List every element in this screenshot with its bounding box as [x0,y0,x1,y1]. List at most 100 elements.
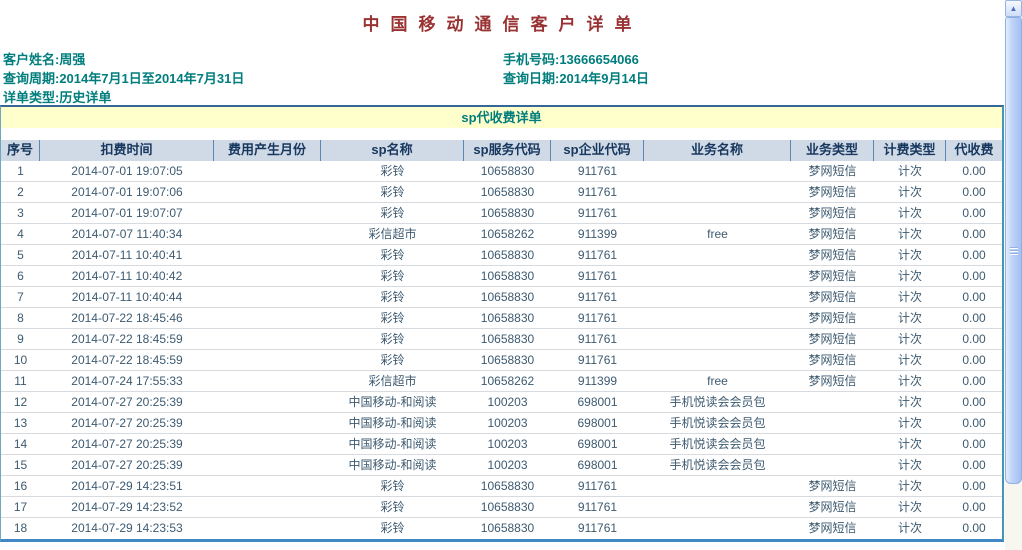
table-row: 7 2014-07-11 10:40:44 彩铃 10658830 911761 梦网短信… [1,287,1002,308]
table-row: 14 2014-07-27 20:25:39 中国移动-和阅读 100203 69800… [1,434,1002,455]
table-cell [214,266,321,286]
table-cell: 计次 [897,395,922,409]
table-cell: 17 [13,500,28,514]
table-body: 1 2014-07-01 19:07:05 彩铃 10658830 911761 梦网短信… [1,161,1002,539]
table-cell [214,392,321,412]
table-cell: 15 [13,458,28,472]
table-cell: 100203 [487,395,528,409]
table-cell [644,182,791,202]
table-cell: 梦网短信 [808,374,857,388]
table-cell: 手机悦读会会员包 [669,416,766,430]
table-cell: 2014-07-11 10:40:44 [71,290,183,304]
table-cell: 10658830 [480,500,535,514]
table-cell: 彩铃 [380,353,405,367]
table-cell [644,266,791,286]
table-cell [214,308,321,328]
page-title: 中国移动通信客户详单 [362,15,643,34]
table-cell: free [707,227,728,241]
column-header: 序号 [1,140,40,161]
query-date: 查询日期:2014年9月14日 [503,71,649,86]
table-cell [214,518,321,539]
table-cell: 0.00 [962,416,986,430]
table-cell: 0.00 [962,353,986,367]
table-cell: 计次 [897,185,922,199]
table-cell [214,413,321,433]
table-cell [214,287,321,307]
table-cell: 2014-07-01 19:07:07 [71,206,183,220]
vertical-scrollbar[interactable]: ▲ [1005,0,1022,550]
table-cell: 10658262 [480,374,535,388]
table-cell [644,308,791,328]
table-cell: 梦网短信 [808,500,857,514]
table-cell [644,161,791,181]
table-cell: 梦网短信 [808,185,857,199]
table-cell: 0.00 [962,332,986,346]
table-cell: 中国移动-和阅读 [348,395,437,409]
table-cell: 彩铃 [380,332,405,346]
table-cell: 梦网短信 [808,248,857,262]
table-cell: 12 [13,395,28,409]
table-row: 16 2014-07-29 14:23:51 彩铃 10658830 911761 梦网短… [1,476,1002,497]
table-cell: 中国移动-和阅读 [348,458,437,472]
table-cell [214,455,321,475]
table-cell: 2014-07-01 19:07:06 [71,185,183,199]
table-cell: 计次 [897,164,922,178]
table-cell: 14 [13,437,28,451]
scrollbar-thumb[interactable] [1005,17,1022,484]
table-cell: 10658830 [480,521,535,535]
column-header: sp服务代码 [464,140,551,161]
table-cell: 2 [17,185,24,199]
table-cell: 2014-07-22 18:45:59 [71,332,183,346]
table-row: 17 2014-07-29 14:23:52 彩铃 10658830 911761 梦网短… [1,497,1002,518]
table-cell: 2014-07-27 20:25:39 [71,395,183,409]
table-cell: 0.00 [962,248,986,262]
table-cell: 彩铃 [380,269,405,283]
info-row: 客户姓名:周强 手机号码:13666654066 [0,50,1005,69]
table-cell: 2014-07-01 19:07:05 [71,164,183,178]
table-cell [791,413,874,433]
table-cell: 911761 [577,332,618,346]
table-cell: 10658830 [480,206,535,220]
table-cell [644,245,791,265]
table-cell: 2014-07-29 14:23:51 [71,479,183,493]
table-cell [214,329,321,349]
table-cell: 手机悦读会会员包 [669,458,766,472]
scroll-up-button[interactable]: ▲ [1005,0,1022,17]
table-cell: 2014-07-27 20:25:39 [71,437,183,451]
table-cell: 911761 [577,185,618,199]
table-cell [644,497,791,517]
table-cell: 698001 [577,458,618,472]
table-cell [214,161,321,181]
table-cell [791,455,874,475]
table-cell: 100203 [487,458,528,472]
table-cell: 0.00 [962,437,986,451]
table-cell [644,287,791,307]
table-cell: 100203 [487,416,528,430]
table-cell: 0.00 [962,374,986,388]
table-cell: 10 [13,353,28,367]
table-cell: 2014-07-27 20:25:39 [71,458,183,472]
table-header-row: 序号 扣费时间 费用产生月份 sp名称 sp服务代码 sp企业代码 业务名称 业务类型 计费类型… [1,140,1002,161]
table-cell [214,371,321,391]
table-cell: 2014-07-27 20:25:39 [71,416,183,430]
table-cell: 梦网短信 [808,269,857,283]
table-cell: 10658830 [480,290,535,304]
table-cell: 2014-07-22 18:45:46 [71,311,183,325]
table-cell: 彩铃 [380,479,405,493]
table-cell: 10658830 [480,164,535,178]
table-cell: 11 [14,374,27,388]
column-header: sp企业代码 [551,140,644,161]
table-cell: 梦网短信 [808,206,857,220]
table-cell: 13 [13,416,28,430]
table-cell: 2014-07-11 10:40:41 [71,248,183,262]
table-cell: 911761 [577,521,618,535]
table-row: 12 2014-07-27 20:25:39 中国移动-和阅读 100203 69800… [1,392,1002,413]
table-cell [791,392,874,412]
table-cell: 911761 [577,248,618,262]
table-cell: 10658830 [480,311,535,325]
table-cell: 计次 [897,206,922,220]
table-cell: 3 [17,206,24,220]
table-cell [214,476,321,496]
customer-info: 客户姓名:周强 手机号码:13666654066 查询周期:2014年7月1日至… [0,50,1005,107]
table-cell: 计次 [897,332,922,346]
